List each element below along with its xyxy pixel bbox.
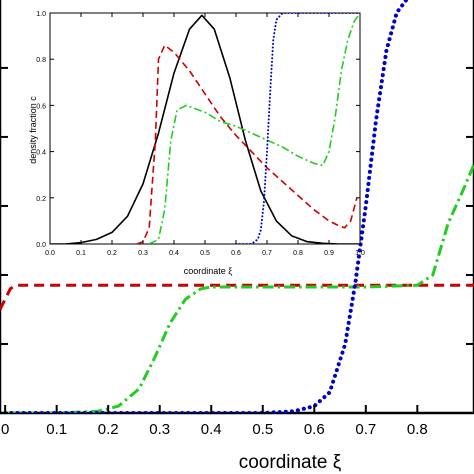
x-tick-label: 0.8 [293,250,303,257]
x-tick-label: 0.8 [407,421,428,438]
inset-plot: 0.0 0.1 0.2 0.3 0.4 0.5 0.6 0.7 0.8 0.9 1.0 0.0 0.2 0… [36,11,365,257]
main-plot: 0 0.1 0.2 0.3 0.4 0.5 0.6 0.7 0.8 [0,0,474,438]
series-line-solid [50,14,360,244]
x-tick-label: 0.1 [76,250,86,257]
series-line-dash-dot [5,163,474,413]
y-tick-label: 0.0 [36,242,46,249]
x-tick-label: 0.6 [304,421,325,438]
x-tick-label: 0.7 [355,421,376,438]
series-line-dotted [3,0,409,413]
series-line-dashed [136,44,358,244]
main-x-axis-label: coordinate ξ [239,452,342,473]
plot-frame [49,12,361,245]
x-tick-label: 0.5 [200,250,210,257]
y-tick-label: 0.6 [36,103,46,110]
x-tick-label: 0.6 [231,250,241,257]
x-tick-label: 0.2 [98,421,119,438]
x-tick-label: 0.3 [138,250,148,257]
y-tick-label: 0.4 [36,150,46,157]
inset-y-axis-label: density fraction c [28,96,38,164]
x-tick-label: 0 [1,421,9,438]
x-tick-label: 0.4 [201,421,222,438]
y-tick-label: 0.8 [36,57,46,64]
x-tick-label: 1.0 [355,250,365,257]
y-tick-label: 0.2 [36,196,46,203]
x-tick-label: 0.7 [262,250,272,257]
inset-x-axis-label: coordinate ξ [184,266,233,276]
x-tick-label: 0.4 [169,250,179,257]
x-tick-label: 0.9 [324,250,334,257]
x-tick-label: 0.1 [46,421,67,438]
x-tick-label: 0.3 [149,421,170,438]
y-tick-label: 1.0 [36,11,46,18]
series-line-dashed [0,283,474,311]
x-tick-label: 0.0 [45,250,55,257]
x-tick-label: 0.5 [252,421,273,438]
series-line-dotted [235,13,360,244]
x-tick-label: 0.2 [107,250,117,257]
